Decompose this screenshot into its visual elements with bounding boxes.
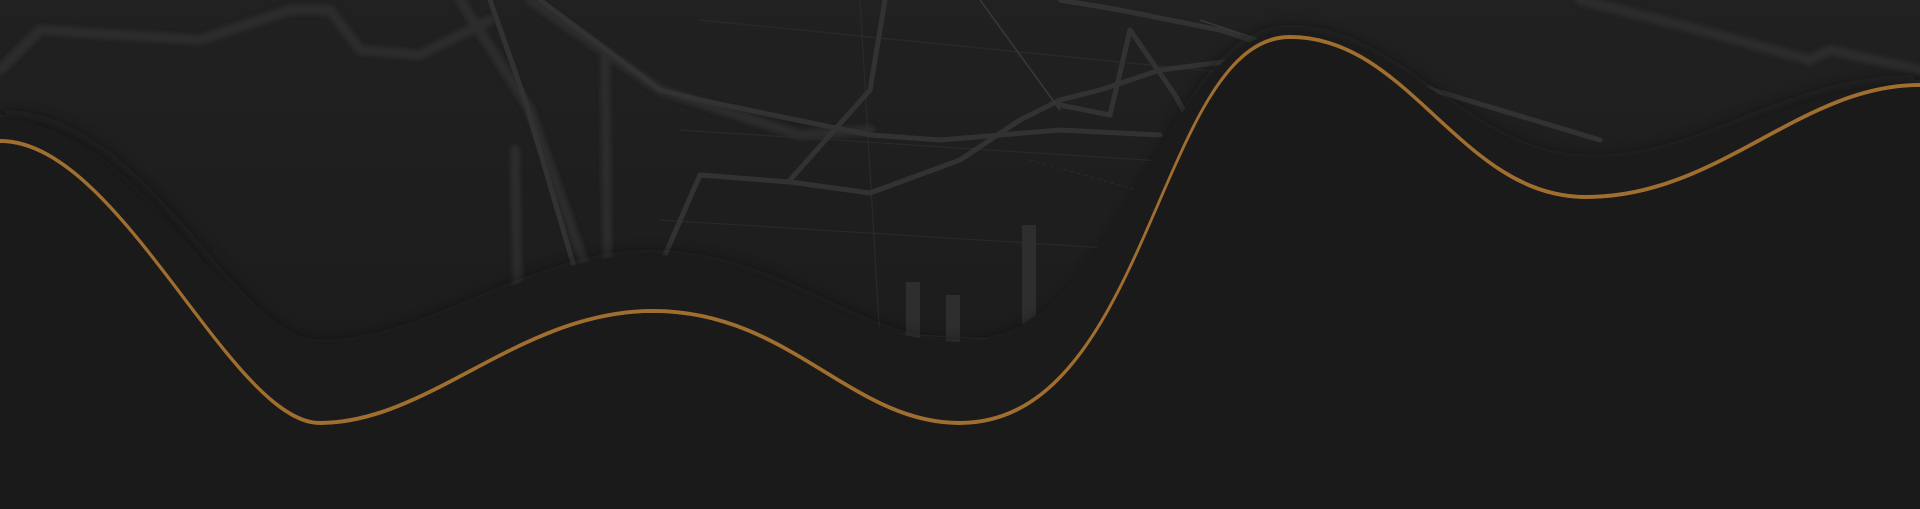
accent-wave-line [0, 34, 1920, 426]
lower-fill [0, 39, 1920, 509]
background-chart-graphic [0, 0, 1920, 355]
